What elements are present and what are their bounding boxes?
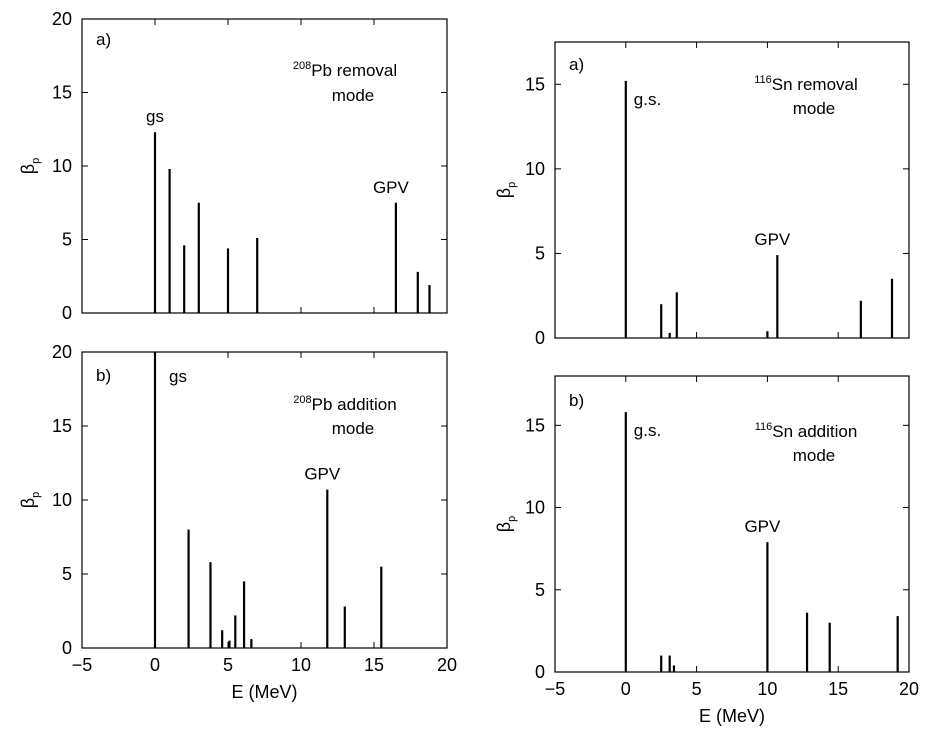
y-axis-subscript: p xyxy=(30,158,42,164)
x-tick-label: 20 xyxy=(899,679,919,699)
mass-number: 116 xyxy=(754,74,772,86)
y-tick-label: 0 xyxy=(535,662,545,682)
annotation-label: gs xyxy=(169,367,187,386)
panel-label: b) xyxy=(96,366,111,385)
x-tick-label: 5 xyxy=(692,679,702,699)
y-tick-label: 10 xyxy=(52,490,72,510)
annotation-label: g.s. xyxy=(634,90,661,109)
x-axis-title: E (MeV) xyxy=(231,682,297,702)
y-tick-label: 15 xyxy=(525,74,545,94)
title-text: Sn removal xyxy=(772,75,858,94)
panel-title-line2: mode xyxy=(793,99,836,118)
chart-panel-3: 0 5 10 15 g.s. GPV a) 116Sn removal mode βp xyxy=(494,41,910,348)
plot-frame xyxy=(554,375,910,673)
y-tick-label: 10 xyxy=(525,498,545,518)
x-tick-label: 10 xyxy=(757,679,777,699)
y-tick-label: 5 xyxy=(62,564,72,584)
annotation-label: GPV xyxy=(744,517,781,536)
mass-number: 208 xyxy=(293,60,311,72)
y-tick-label: 10 xyxy=(525,159,545,179)
panel-title: 116Sn addition xyxy=(755,421,858,441)
title-text: Pb removal xyxy=(311,61,397,80)
panel-label: a) xyxy=(96,30,111,49)
y-axis-subscript: p xyxy=(506,516,518,522)
x-tick-label: 10 xyxy=(291,655,311,675)
y-axis-symbol: β xyxy=(494,522,514,532)
y-tick-label: 0 xyxy=(62,303,72,323)
panel-title-line2: mode xyxy=(332,419,375,438)
annotation-label: gs xyxy=(146,107,164,126)
x-tick-label: 0 xyxy=(621,679,631,699)
y-tick-label: 5 xyxy=(62,230,72,250)
y-tick-label: 15 xyxy=(525,415,545,435)
annotation-label: GPV xyxy=(754,230,791,249)
chart-panel-1: 0 5 10 15 20 gs GPV a) 208Pb removal mode βp xyxy=(18,9,448,323)
y-axis-symbol: β xyxy=(18,164,38,174)
panel-title: 208Pb removal xyxy=(293,60,397,80)
y-tick-label: 15 xyxy=(52,83,72,103)
panel-title-line2: mode xyxy=(332,86,375,105)
y-axis-symbol: β xyxy=(494,188,514,198)
y-tick-label: 20 xyxy=(52,9,72,29)
panel-title: 116Sn removal xyxy=(754,74,858,94)
y-axis-title: βp xyxy=(18,492,42,508)
y-axis-title: βp xyxy=(494,516,518,532)
y-tick-label: 5 xyxy=(535,580,545,600)
y-axis-title: βp xyxy=(18,158,42,174)
y-tick-label: 0 xyxy=(62,638,72,658)
x-tick-label: 15 xyxy=(364,655,384,675)
x-tick-label: 20 xyxy=(437,655,457,675)
x-tick-label: 0 xyxy=(150,655,160,675)
y-tick-label: 0 xyxy=(535,328,545,348)
y-axis-symbol: β xyxy=(18,498,38,508)
y-tick-label: 5 xyxy=(535,243,545,263)
mass-number: 208 xyxy=(293,394,311,406)
mass-number: 116 xyxy=(755,421,773,433)
panel-title-line2: mode xyxy=(793,446,836,465)
plot-frame xyxy=(554,41,910,339)
y-tick-label: 10 xyxy=(52,156,72,176)
panel-title: 208Pb addition xyxy=(293,394,396,414)
x-axis-title: E (MeV) xyxy=(699,706,765,726)
y-tick-label: 15 xyxy=(52,416,72,436)
annotation-label: GPV xyxy=(373,178,410,197)
x-tick-label: −5 xyxy=(545,679,566,699)
title-text: Sn addition xyxy=(772,422,857,441)
y-tick-label: 20 xyxy=(52,342,72,362)
x-tick-label: 5 xyxy=(223,655,233,675)
y-axis-title: βp xyxy=(494,182,518,198)
panel-label: b) xyxy=(569,391,584,410)
y-axis-subscript: p xyxy=(30,492,42,498)
x-tick-label: −5 xyxy=(72,655,93,675)
panel-label: a) xyxy=(569,55,584,74)
title-text: Pb addition xyxy=(312,395,397,414)
annotation-label: GPV xyxy=(304,465,341,484)
x-tick-label: 15 xyxy=(828,679,848,699)
y-axis-subscript: p xyxy=(506,182,518,188)
annotation-label: g.s. xyxy=(634,421,661,440)
